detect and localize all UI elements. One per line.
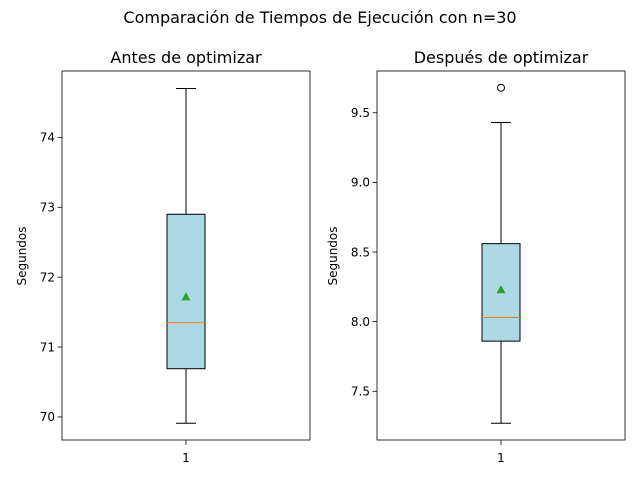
y-tick-label-antes: 72 (40, 270, 55, 284)
figure-suptitle: Comparación de Tiempos de Ejecución con … (123, 8, 516, 27)
y-tick-label-antes: 74 (40, 131, 55, 145)
y-tick-label-despues: 7.5 (351, 385, 370, 399)
x-tick-label-despues: 1 (497, 451, 505, 465)
plot-area-despues: 7.5 8.0 8.5 9.0 9.5 (351, 70, 626, 441)
axes-frame-antes (61, 70, 311, 441)
y-tick-label-despues: 8.0 (351, 315, 370, 329)
axes-frame-despues (376, 70, 626, 441)
y-axis-label-antes: Segundos (15, 226, 29, 285)
mean-marker-antes (181, 292, 191, 301)
mean-marker-despues (496, 285, 506, 294)
y-tick-label-despues: 8.5 (351, 245, 370, 259)
x-tick-label-antes: 1 (182, 451, 190, 465)
subplot-title-despues: Después de optimizar (414, 48, 589, 67)
y-tick-label-antes: 73 (40, 201, 55, 215)
subplot-antes: Antes de optimizar Segundos 1 70 71 72 73 74 (15, 48, 311, 465)
y-tick-label-despues: 9.0 (351, 176, 370, 190)
y-axis-label-despues: Segundos (326, 226, 340, 285)
subplot-despues: Después de optimizar Segundos 1 7.5 8.0 8.… (326, 48, 626, 465)
y-tick-label-antes: 71 (40, 340, 55, 354)
box-iqr-antes (166, 213, 206, 370)
y-tick-label-antes: 70 (40, 410, 55, 424)
y-tick-label-despues: 9.5 (351, 106, 370, 120)
outlier-point-despues (497, 83, 505, 92)
plot-area-antes: 70 71 72 73 74 (40, 70, 311, 441)
subplot-title-antes: Antes de optimizar (110, 48, 262, 67)
